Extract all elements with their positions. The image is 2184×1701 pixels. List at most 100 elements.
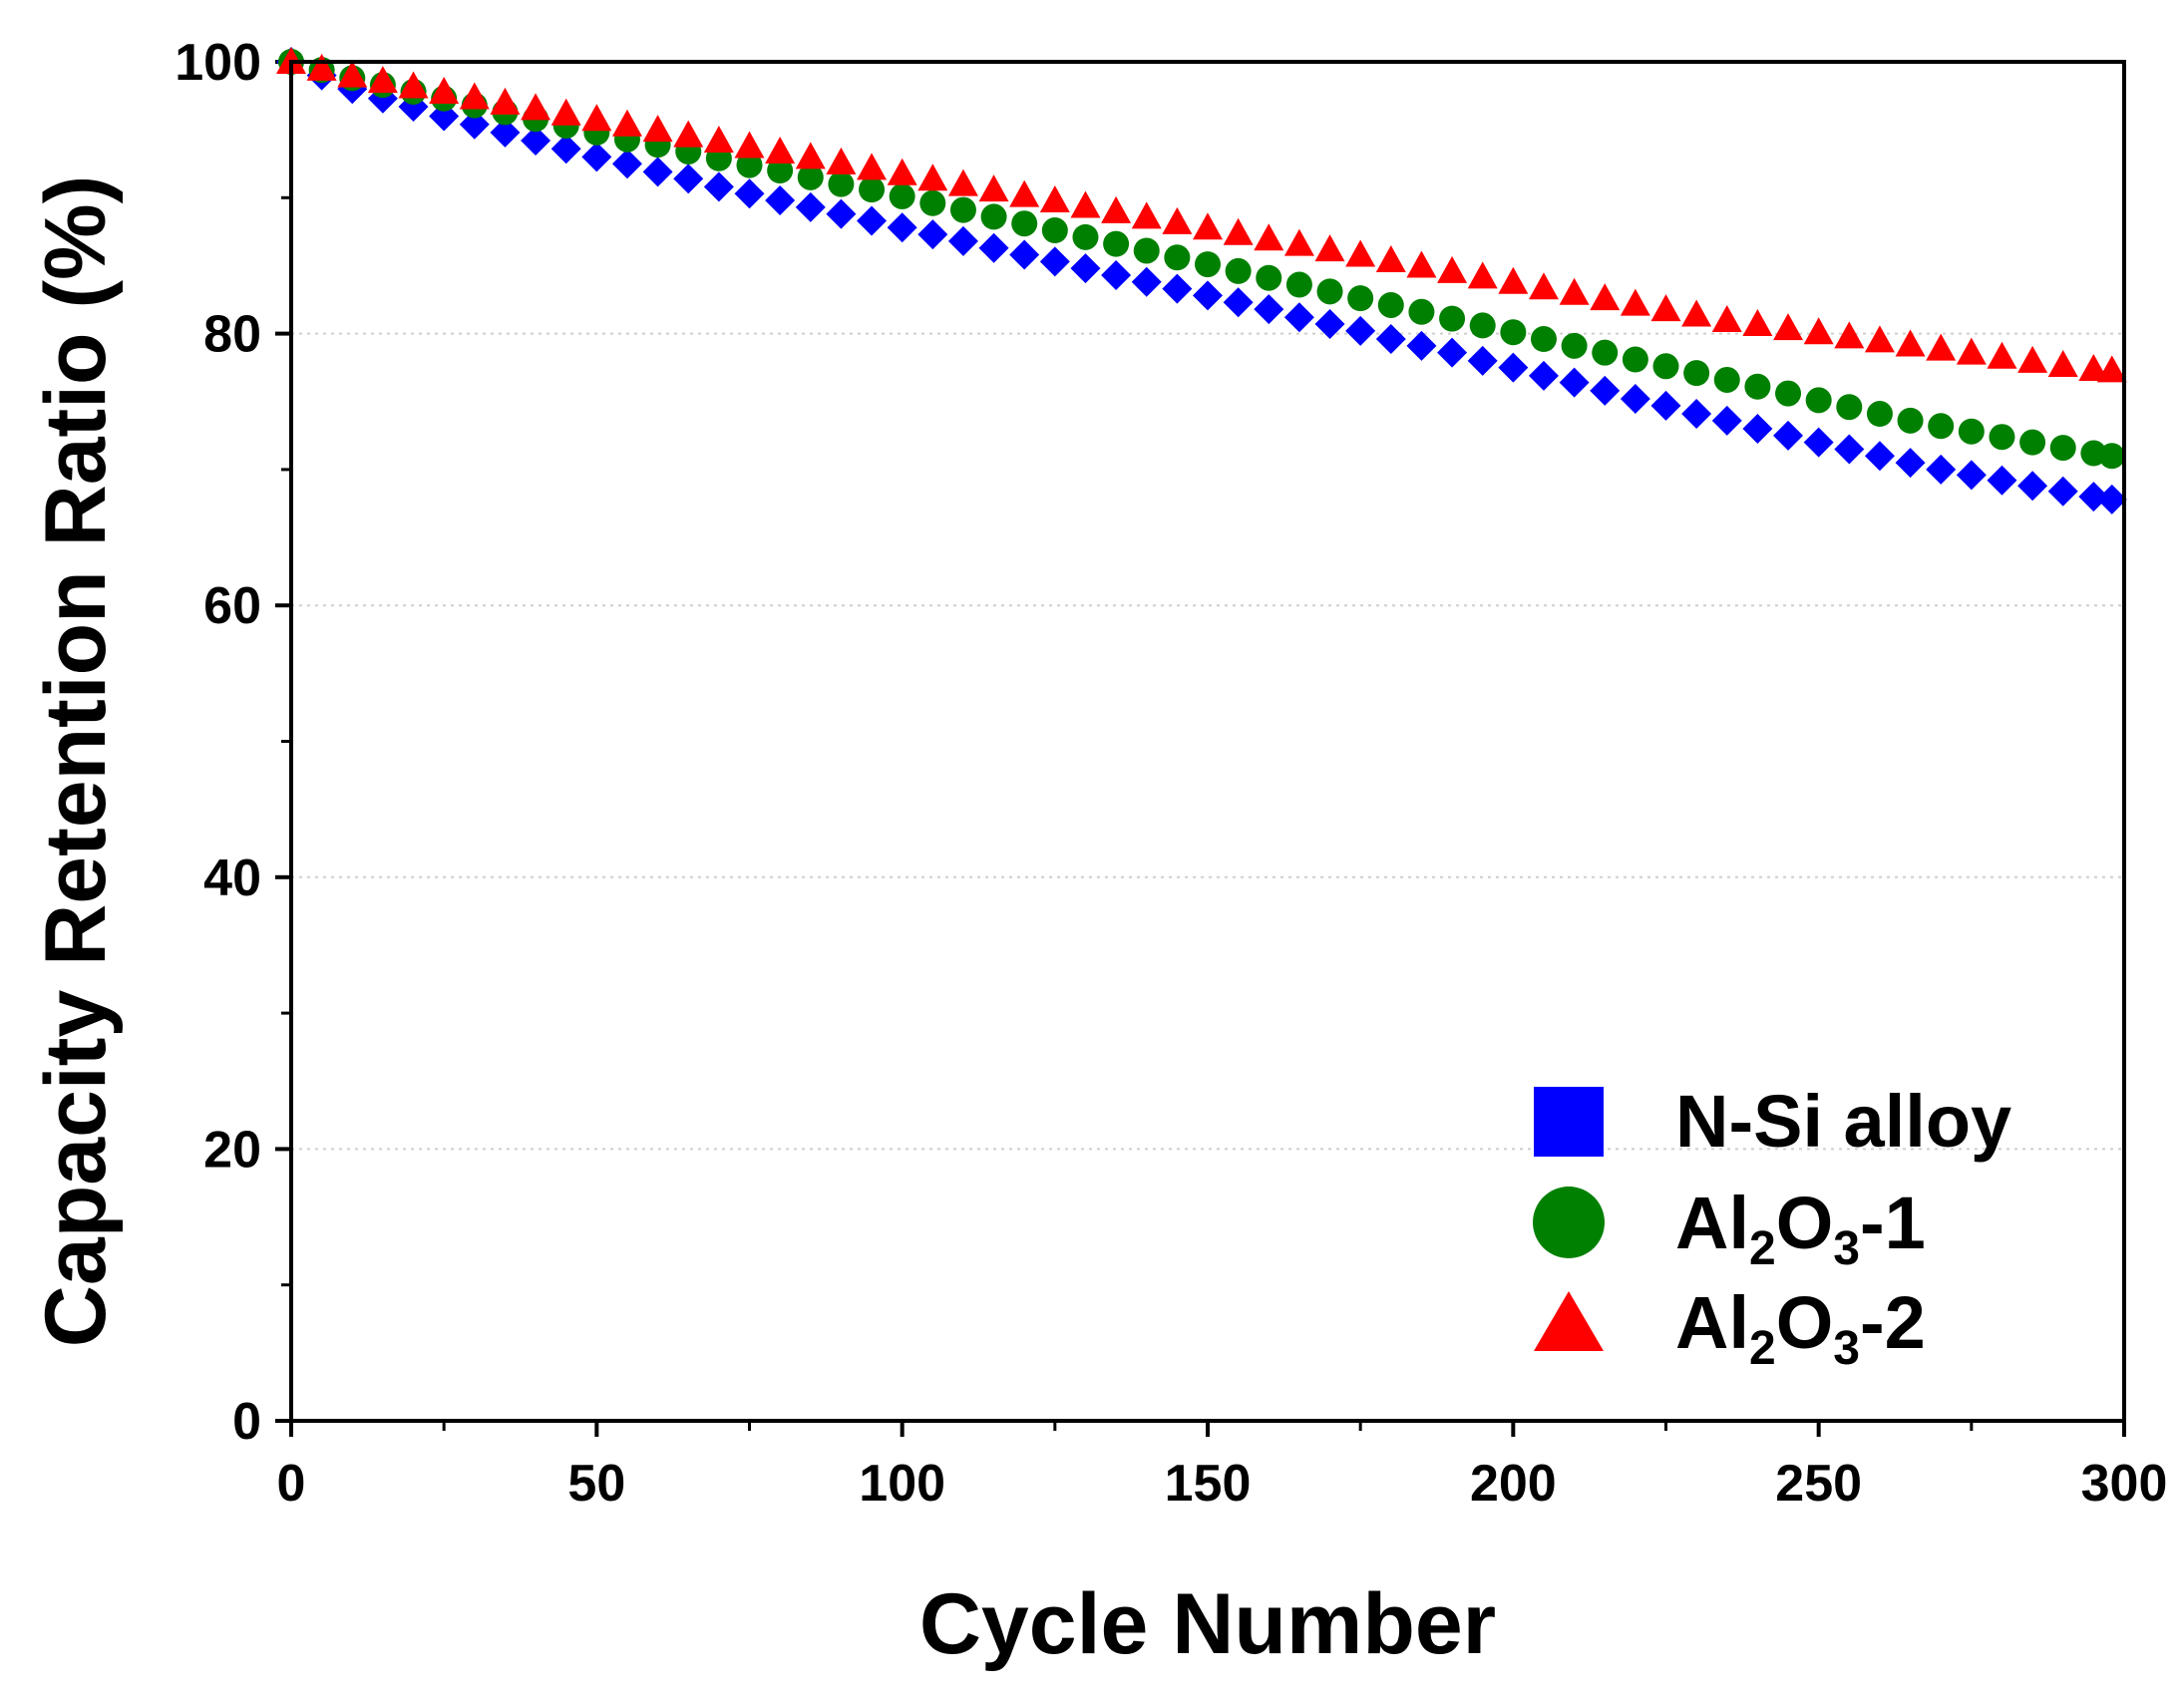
x-tick-label: 200 bbox=[1470, 1455, 1557, 1513]
data-point bbox=[978, 232, 1009, 263]
data-point bbox=[1195, 251, 1221, 278]
data-point bbox=[1070, 253, 1101, 284]
data-point bbox=[949, 196, 976, 223]
data-point bbox=[1039, 185, 1070, 213]
data-point bbox=[1009, 239, 1040, 270]
data-point bbox=[1070, 190, 1101, 218]
data-point bbox=[1314, 234, 1345, 262]
data-point bbox=[1072, 223, 1099, 250]
data-point bbox=[1254, 294, 1284, 325]
data-point bbox=[1989, 424, 2015, 451]
data-point bbox=[1316, 278, 1343, 305]
data-point bbox=[1958, 418, 1985, 445]
data-point bbox=[1620, 288, 1650, 316]
data-point bbox=[1133, 237, 1160, 264]
data-point bbox=[917, 219, 948, 250]
data-point bbox=[1408, 298, 1435, 325]
data-point bbox=[1498, 352, 1529, 383]
data-point bbox=[1742, 309, 1773, 337]
data-markers bbox=[276, 47, 2127, 514]
legend-label-al2o3-2: Al2O3-2 bbox=[1675, 1281, 1926, 1375]
data-point bbox=[367, 66, 398, 94]
data-point bbox=[734, 131, 765, 159]
legend-circle-marker bbox=[1533, 1187, 1605, 1258]
data-point bbox=[765, 136, 796, 164]
data-point bbox=[978, 174, 1009, 202]
series-al2o3-1 bbox=[278, 49, 2125, 470]
plot-frame bbox=[289, 60, 2126, 1423]
data-point bbox=[1683, 360, 1710, 387]
data-point bbox=[337, 60, 368, 88]
data-point bbox=[1162, 273, 1193, 304]
data-point bbox=[2049, 435, 2076, 462]
x-tick-label: 150 bbox=[1165, 1455, 1252, 1513]
data-point bbox=[490, 87, 521, 115]
data-point bbox=[1437, 255, 1468, 283]
data-point bbox=[919, 189, 946, 216]
x-tick-label: 100 bbox=[859, 1455, 945, 1513]
data-point bbox=[1956, 460, 1987, 491]
data-point bbox=[1681, 299, 1712, 327]
data-point bbox=[1590, 283, 1621, 311]
data-point bbox=[797, 164, 824, 190]
data-point bbox=[1225, 257, 1252, 284]
data-point bbox=[673, 120, 704, 148]
data-point bbox=[1375, 324, 1406, 355]
data-point bbox=[1347, 285, 1374, 312]
data-point bbox=[1803, 427, 1834, 458]
legend-label-al2o3-1: Al2O3-1 bbox=[1675, 1182, 1926, 1275]
data-point bbox=[1928, 413, 1955, 440]
data-point bbox=[887, 158, 917, 185]
data-point bbox=[2047, 476, 2078, 507]
data-point bbox=[1926, 454, 1957, 485]
data-point bbox=[1223, 287, 1254, 318]
data-point bbox=[1041, 217, 1068, 244]
data-point bbox=[1836, 394, 1863, 421]
y-tick-label: 40 bbox=[203, 850, 261, 907]
data-point bbox=[1622, 346, 1648, 373]
data-point bbox=[1711, 304, 1742, 332]
data-point bbox=[734, 178, 765, 209]
data-point bbox=[917, 164, 948, 191]
data-point bbox=[1590, 375, 1621, 406]
data-point bbox=[1681, 399, 1712, 430]
data-point bbox=[1987, 341, 2017, 369]
x-tick-label: 50 bbox=[567, 1455, 625, 1513]
data-point bbox=[1101, 195, 1132, 223]
data-point bbox=[2019, 429, 2046, 456]
data-point bbox=[581, 104, 612, 132]
data-point bbox=[642, 157, 673, 187]
data-point bbox=[826, 198, 857, 229]
data-point bbox=[767, 158, 794, 184]
data-point bbox=[765, 185, 796, 216]
data-point bbox=[398, 71, 429, 99]
data-point bbox=[459, 82, 490, 110]
data-point bbox=[1193, 212, 1223, 240]
data-point bbox=[1406, 330, 1437, 361]
data-point bbox=[1711, 405, 1742, 436]
data-point bbox=[1773, 420, 1804, 451]
data-point bbox=[1345, 239, 1376, 267]
data-point bbox=[1406, 250, 1437, 278]
legend-item-al2o3-1: Al2O3-1 bbox=[1533, 1182, 1926, 1275]
data-point bbox=[1834, 321, 1865, 349]
data-point bbox=[1377, 291, 1404, 318]
data-point bbox=[673, 164, 704, 194]
data-point bbox=[1131, 201, 1162, 229]
data-point bbox=[1773, 313, 1804, 341]
data-point bbox=[703, 126, 734, 154]
legend-square-marker bbox=[1534, 1087, 1604, 1157]
data-point bbox=[459, 109, 490, 140]
data-point bbox=[550, 134, 581, 165]
legend-item-n-si-alloy: N-Si alloy bbox=[1534, 1080, 2011, 1163]
data-point bbox=[1713, 366, 1740, 393]
data-point bbox=[795, 191, 826, 222]
data-point bbox=[611, 149, 642, 179]
data-point bbox=[2078, 482, 2109, 512]
data-point bbox=[1223, 217, 1254, 245]
y-axis-title: Capacity Retention Ratio (%) bbox=[28, 175, 124, 1347]
x-tick-label: 0 bbox=[277, 1455, 306, 1513]
axes: 0 50 100 150 200 250 300 0 20 40 60 80 100 bbox=[175, 34, 2167, 1513]
data-point bbox=[429, 76, 460, 104]
data-point bbox=[857, 153, 888, 180]
